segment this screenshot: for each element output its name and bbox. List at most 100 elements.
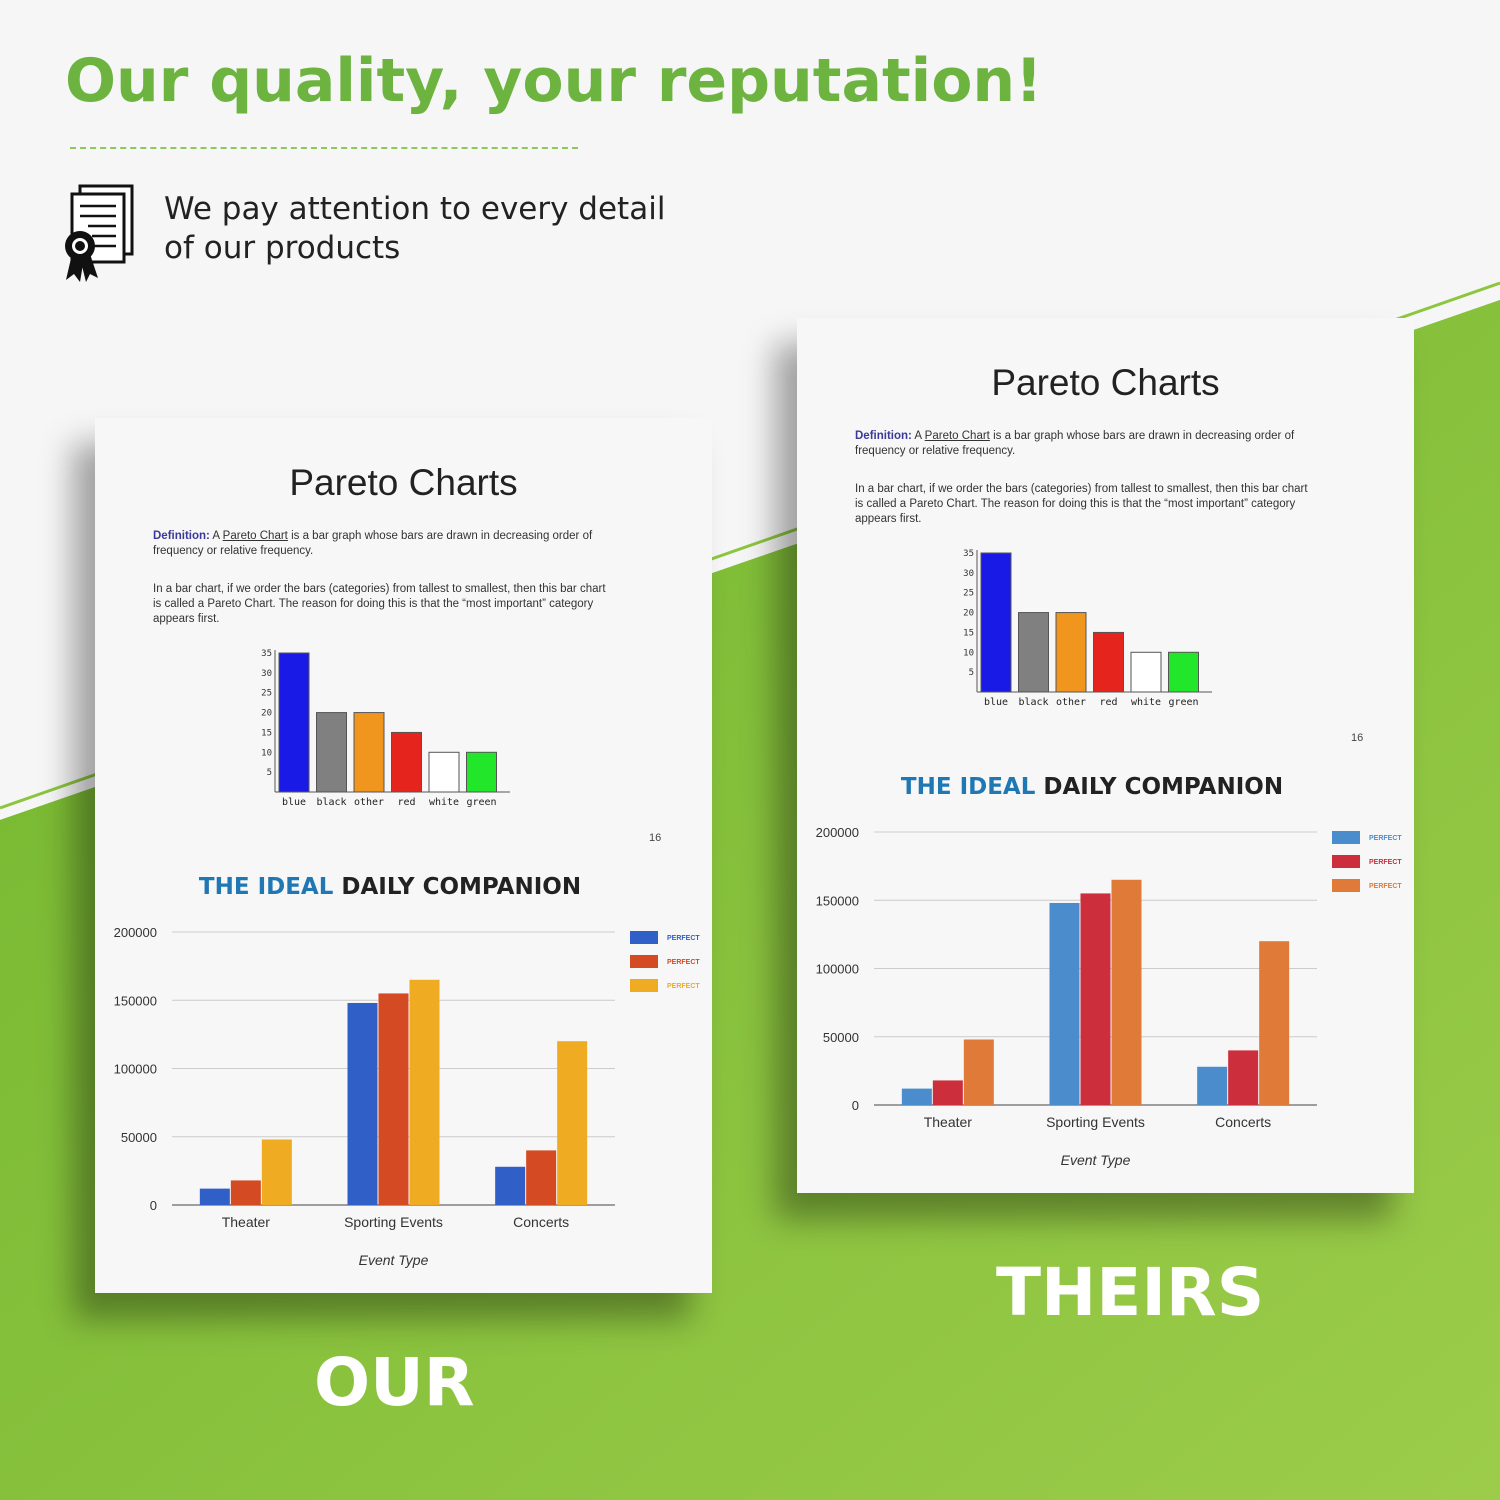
bar-theater-series-1 (199, 1188, 230, 1205)
y-tick: 150000 (114, 993, 157, 1008)
bar-sporting-events-series-3 (409, 979, 440, 1205)
definition-text: is a bar graph whose bars are drawn in d… (855, 430, 1295, 457)
tagline-line-1: We pay attention to every detail (164, 191, 666, 227)
x-label: Theater (924, 1114, 973, 1130)
pareto-y-tick: 35 (261, 649, 272, 659)
headline: Our quality, your reputation! (65, 46, 1043, 116)
companion-heading: THE IDEAL DAILY COMPANION (95, 874, 685, 900)
y-tick: 200000 (114, 925, 157, 940)
legend-label: PERFECT (667, 959, 700, 966)
bar-theater-series-2 (230, 1180, 261, 1205)
pareto-y-tick: 15 (261, 728, 272, 738)
page-number: 16 (1351, 732, 1364, 744)
bar-theater-series-1 (901, 1088, 932, 1105)
bar-concerts-series-3 (1259, 941, 1290, 1105)
definition-label: Definition: (153, 530, 210, 542)
definition-a: A (212, 530, 220, 542)
page-number: 16 (649, 832, 662, 844)
pareto-bar-red (391, 731, 422, 793)
divider (70, 147, 578, 149)
pareto-x-label: blue (282, 797, 306, 808)
y-tick: 200000 (816, 825, 859, 840)
pareto-bar-white (428, 751, 460, 793)
bar-sporting-events-series-2 (378, 993, 409, 1205)
bar-theater-series-2 (932, 1080, 963, 1105)
legend-swatch (630, 979, 658, 992)
bar-sporting-events-series-1 (347, 1002, 378, 1205)
bar-sporting-events-series-3 (1111, 879, 1142, 1105)
legend-label: PERFECT (1369, 859, 1402, 866)
legend-swatch (630, 955, 658, 968)
legend-swatch (630, 931, 658, 944)
x-axis-title: Event Type (359, 1252, 429, 1268)
pareto-bar-white (1130, 651, 1162, 693)
y-tick: 50000 (823, 1030, 859, 1045)
companion-rest: DAILY COMPANION (341, 874, 582, 900)
pareto-x-label: black (1018, 697, 1048, 708)
our-product-page: Pareto Charts Definition: A Pareto Chart… (95, 418, 712, 1293)
pareto-x-label: other (354, 797, 384, 808)
pareto-y-tick: 20 (261, 709, 272, 719)
bar-concerts-series-1 (1197, 1066, 1228, 1105)
y-tick: 100000 (114, 1062, 157, 1077)
legend-swatch (1332, 879, 1360, 892)
pareto-x-label: black (316, 797, 346, 808)
definition: Definition: A Pareto Chart is a bar grap… (855, 429, 1315, 459)
charts: 5 10 15 20 25 30 35 blue black other red white green… (816, 549, 1403, 1168)
y-tick: 100000 (816, 962, 859, 977)
x-axis-title: Event Type (1061, 1152, 1131, 1168)
their-product-page: Pareto Charts Definition: A Pareto Chart… (797, 318, 1414, 1193)
pareto-bar-other (1055, 612, 1087, 693)
pareto-x-label: red (397, 797, 415, 808)
paragraph: In a bar chart, if we order the bars (ca… (855, 483, 1308, 525)
definition: Definition: A Pareto Chart is a bar grap… (153, 529, 613, 559)
pareto-bar-red (1093, 631, 1124, 693)
our-label: OUR (314, 1344, 475, 1421)
pareto-y-tick: 5 (267, 768, 272, 778)
definition-text: is a bar graph whose bars are drawn in d… (153, 530, 593, 557)
y-tick: 0 (852, 1098, 859, 1113)
bar-concerts-series-2 (526, 1150, 557, 1205)
legend-label: PERFECT (1369, 835, 1402, 842)
pareto-bar-other (353, 712, 385, 793)
pareto-x-label: red (1099, 697, 1117, 708)
bar-concerts-series-1 (495, 1166, 526, 1205)
x-label: Sporting Events (344, 1214, 443, 1230)
pareto-y-tick: 25 (261, 689, 272, 699)
y-tick: 0 (150, 1198, 157, 1213)
pareto-x-label: white (429, 797, 459, 808)
pareto-x-label: blue (984, 697, 1008, 708)
tagline-line-2: of our products (164, 230, 401, 266)
legend-label: PERFECT (667, 935, 700, 942)
pareto-y-tick: 20 (963, 609, 974, 619)
bar-sporting-events-series-1 (1049, 902, 1080, 1105)
pareto-x-label: green (1168, 697, 1198, 708)
bar-sporting-events-series-2 (1080, 893, 1111, 1105)
y-tick: 150000 (816, 893, 859, 908)
page-title: Pareto Charts (991, 362, 1220, 403)
pareto-bar-green (466, 751, 497, 793)
pareto-chart-link: Pareto Chart (222, 530, 288, 542)
x-label: Sporting Events (1046, 1114, 1145, 1130)
x-label: Theater (222, 1214, 271, 1230)
pareto-bar-green (1168, 651, 1199, 693)
legend-swatch (1332, 831, 1360, 844)
pareto-y-tick: 30 (963, 569, 974, 579)
pareto-y-tick: 10 (261, 748, 272, 758)
legend-label: PERFECT (667, 983, 700, 990)
companion-rest: DAILY COMPANION (1043, 774, 1284, 800)
pareto-chart-link: Pareto Chart (924, 430, 990, 442)
theirs-label: THEIRS (996, 1254, 1265, 1331)
definition-label: Definition: (855, 430, 912, 442)
paragraph: In a bar chart, if we order the bars (ca… (153, 583, 606, 625)
pareto-bar-black (316, 712, 347, 793)
tagline: We pay attention to every detail of our … (164, 190, 665, 268)
pareto-y-tick: 15 (963, 628, 974, 638)
pareto-x-label: green (466, 797, 496, 808)
bar-theater-series-3 (963, 1039, 994, 1105)
pareto-bar-blue (278, 652, 310, 793)
companion-heading: THE IDEAL DAILY COMPANION (797, 774, 1387, 800)
bar-concerts-series-3 (557, 1041, 588, 1205)
legend-swatch (1332, 855, 1360, 868)
charts: 5 10 15 20 25 30 35 blue black other red white green… (114, 649, 701, 1268)
